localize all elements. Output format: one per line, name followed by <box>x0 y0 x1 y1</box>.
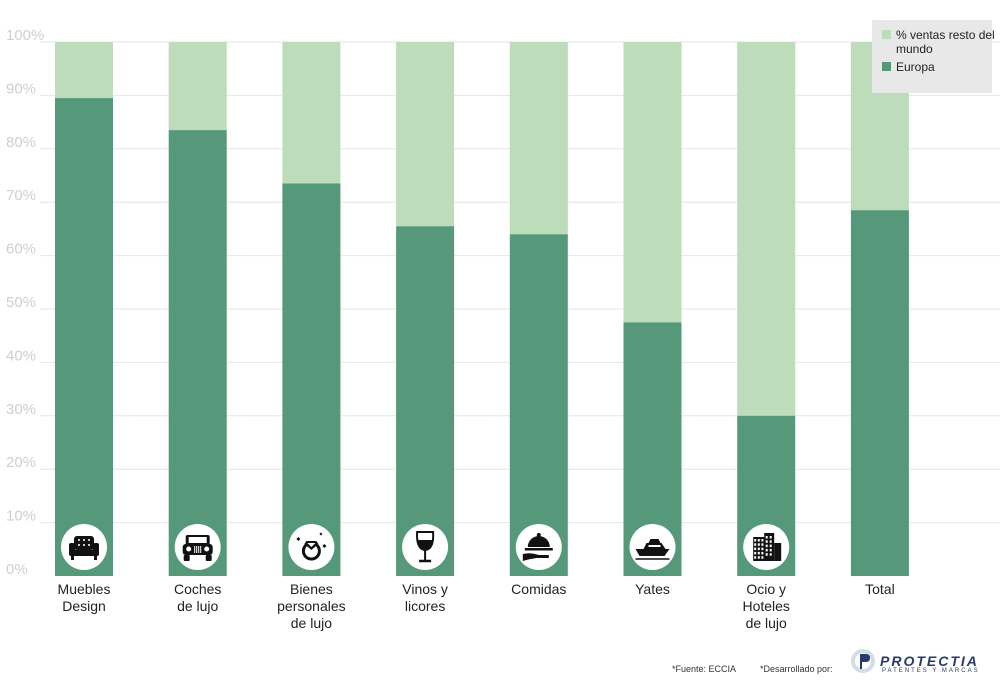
bar-rest-of-world <box>509 42 568 235</box>
category-label: Ocio y <box>746 581 786 597</box>
bar-europe <box>509 234 568 577</box>
y-tick-label: 100% <box>6 27 44 44</box>
protectia-logo-mark <box>851 649 875 673</box>
y-tick-label: 40% <box>6 347 36 364</box>
category-label: Hoteles <box>742 598 789 614</box>
bar-europe <box>168 130 227 577</box>
category-label: Vinos y <box>402 581 448 597</box>
hotel-building-icon <box>743 524 790 570</box>
protectia-logo: PROTECTIA PATENTES Y MARCAS <box>850 648 995 678</box>
y-tick-label: 50% <box>6 294 36 311</box>
category-label: de lujo <box>291 615 332 631</box>
category-label: Design <box>62 598 106 614</box>
source-note: *Fuente: ECCIA <box>672 664 737 674</box>
y-tick-label: 0% <box>6 561 28 578</box>
wine-glass-icon <box>402 524 449 570</box>
category-label: Comidas <box>511 581 566 597</box>
y-tick-label: 70% <box>6 187 36 204</box>
legend-swatch-rest <box>882 30 891 39</box>
yacht-icon <box>629 524 676 570</box>
y-tick-label: 90% <box>6 80 36 97</box>
bar-rest-of-world <box>623 42 682 323</box>
y-tick-label: 60% <box>6 241 36 258</box>
developed-by-note: *Desarrollado por: <box>760 664 833 674</box>
armchair-icon <box>61 524 107 570</box>
bar-rest-of-world <box>55 42 113 99</box>
y-tick-label: 10% <box>6 508 36 525</box>
legend-label-europe: Europa <box>896 60 935 74</box>
category-label: Bienes <box>290 581 333 597</box>
bar-rest-of-world <box>168 42 227 131</box>
category-label: licores <box>405 598 445 614</box>
category-label: de lujo <box>746 615 787 631</box>
bar-rest-of-world <box>396 42 455 227</box>
bar-europe <box>850 210 909 576</box>
bar-rest-of-world <box>737 42 796 416</box>
y-tick-label: 80% <box>6 134 36 151</box>
bar-europe <box>282 183 341 576</box>
vintage-car-icon <box>174 524 221 570</box>
bar-europe <box>396 226 455 577</box>
category-label: Total <box>865 581 895 597</box>
y-tick-label: 20% <box>6 454 36 471</box>
category-label: Yates <box>635 581 670 597</box>
cloche-icon <box>515 524 562 570</box>
bar-rest-of-world <box>282 42 341 184</box>
logo-tagline: PATENTES Y MARCAS <box>882 668 980 674</box>
legend: % ventas resto del mundo Europa <box>872 20 995 93</box>
bar-europe <box>55 98 113 576</box>
y-tick-label: 30% <box>6 401 36 418</box>
category-label: Muebles <box>58 581 111 597</box>
category-label: de lujo <box>177 598 218 614</box>
legend-label-rest: % ventas resto del mundo <box>896 28 995 56</box>
diamond-ring-icon <box>288 524 335 570</box>
legend-swatch-europe <box>882 62 891 71</box>
category-label: Coches <box>174 581 221 597</box>
category-label: personales <box>277 598 346 614</box>
logo-name: PROTECTIA <box>880 653 979 669</box>
